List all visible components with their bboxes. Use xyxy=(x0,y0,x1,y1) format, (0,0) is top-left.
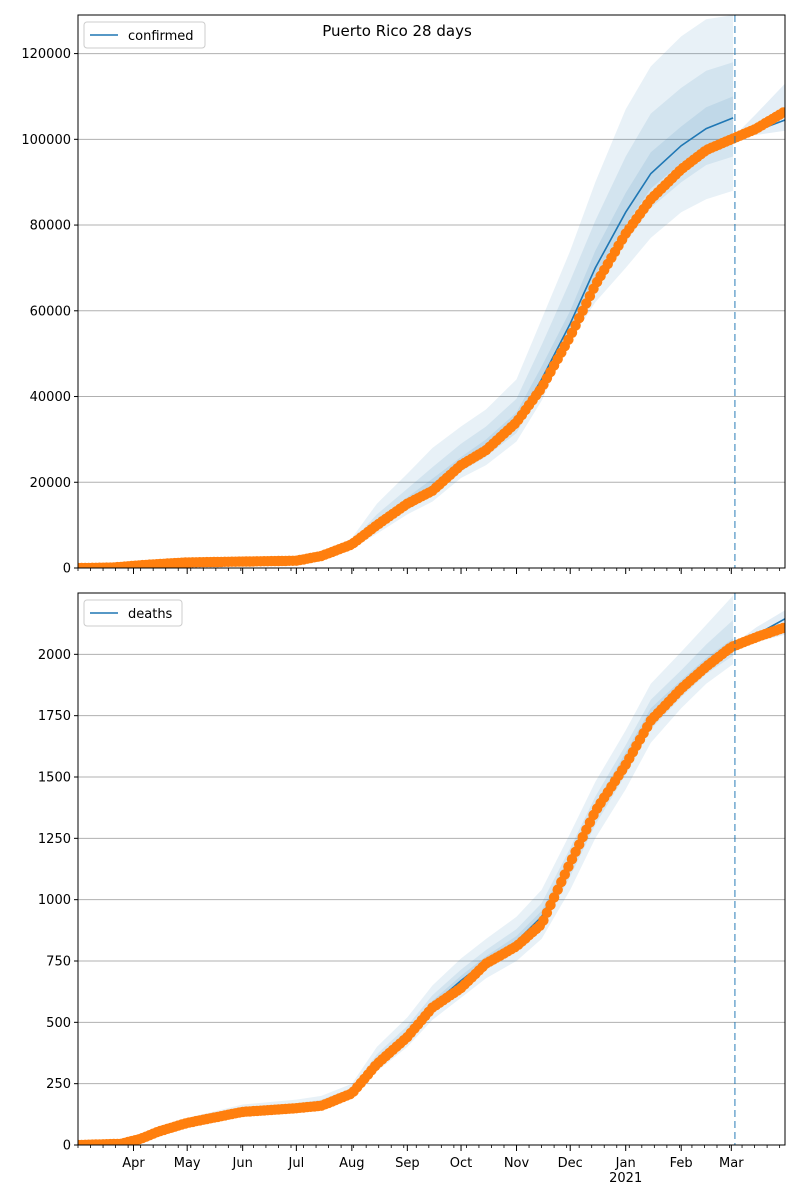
panel-confirmed: 0 20000 40000 60000 80000 100000 120000 confirm… xyxy=(21,14,786,577)
xtick-label: Nov xyxy=(504,1156,530,1171)
ytick-label: 1750 xyxy=(38,709,71,724)
ytick-label: 60000 xyxy=(30,304,71,319)
legend-label: confirmed xyxy=(128,29,194,44)
axes-frame xyxy=(77,592,786,1146)
panel-deaths: 0 250 500 750 1000 1250 1500 1750 2000 Apr May Jun J… xyxy=(38,592,786,1186)
ytick-label: 40000 xyxy=(30,390,71,405)
ytick-label: 80000 xyxy=(30,219,71,234)
xtick-label: Oct xyxy=(450,1156,472,1171)
observed-point xyxy=(778,622,785,634)
confidence-band-0 xyxy=(78,15,734,568)
ytick-label: 100000 xyxy=(21,133,71,148)
xtick-label: Jun xyxy=(232,1156,253,1171)
ytick-label: 250 xyxy=(46,1077,71,1092)
xtick-year-label: 2021 xyxy=(609,1171,642,1186)
ytick-label: 0 xyxy=(63,562,71,577)
legend-box xyxy=(83,599,183,627)
xtick-label: May xyxy=(174,1156,201,1171)
xtick-label: Jul xyxy=(288,1156,305,1171)
xtick-label: Aug xyxy=(339,1156,364,1171)
confidence-band-1 xyxy=(78,62,734,568)
ytick-label: 750 xyxy=(46,955,71,970)
legend-box xyxy=(83,21,206,49)
plot-area xyxy=(78,15,785,568)
ytick-label: 1500 xyxy=(38,771,71,786)
confidence-band-2 xyxy=(78,96,734,568)
legend: confirmed xyxy=(83,21,206,49)
xtick-label: Jan xyxy=(615,1156,636,1171)
ytick-label: 2000 xyxy=(38,648,71,663)
xtick-label: Feb xyxy=(670,1156,693,1171)
chart-title: Puerto Rico 28 days xyxy=(322,22,472,40)
axes-frame xyxy=(77,14,786,569)
legend: deaths xyxy=(83,599,183,627)
legend-label: deaths xyxy=(128,607,173,622)
confidence-band-0 xyxy=(78,595,734,1145)
ytick-label: 1250 xyxy=(38,832,71,847)
ytick-label: 0 xyxy=(63,1139,71,1154)
xtick-label: Dec xyxy=(558,1156,583,1171)
xtick-label: Apr xyxy=(122,1156,145,1171)
ytick-label: 20000 xyxy=(30,476,71,491)
confidence-band-1 xyxy=(78,620,734,1145)
observed-point xyxy=(778,107,785,118)
xtick-label: Sep xyxy=(395,1156,420,1171)
plot-area xyxy=(78,595,785,1145)
ytick-label: 1000 xyxy=(38,893,71,908)
xtick-label: Mar xyxy=(719,1156,744,1171)
ytick-label: 120000 xyxy=(21,47,71,62)
ytick-label: 500 xyxy=(46,1016,71,1031)
